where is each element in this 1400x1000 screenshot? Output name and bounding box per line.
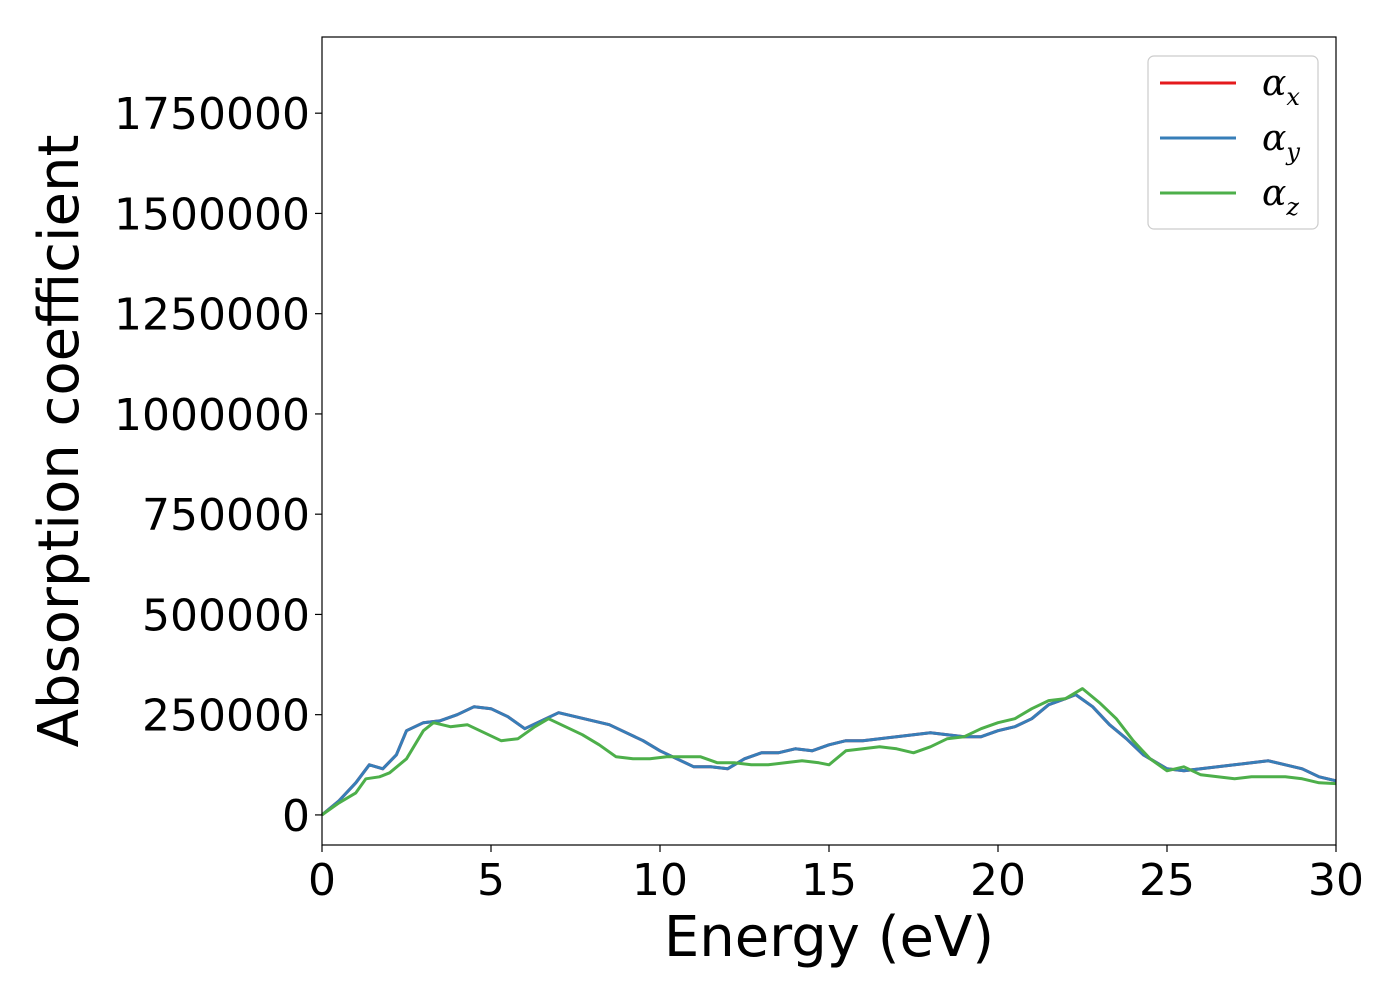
x-tick-label: 10 — [632, 855, 688, 906]
x-tick-label: 20 — [970, 855, 1026, 906]
series-line-z — [321, 687, 1337, 817]
series-layer — [321, 687, 1337, 817]
x-axis-title: Energy (eV) — [664, 905, 994, 970]
y-tick-label: 1750000 — [114, 89, 310, 140]
x-tick-label: 25 — [1139, 855, 1195, 906]
x-tick-label: 30 — [1308, 855, 1364, 906]
y-tick-label: 1500000 — [114, 189, 310, 240]
y-tick-label: 0 — [282, 791, 310, 842]
legend-box — [1147, 55, 1319, 230]
x-tick-label: 0 — [308, 855, 336, 906]
y-axis-ticks: 0 250000 500000 750000 1000000 1250000 1500000… — [114, 89, 322, 842]
x-tick-label: 15 — [801, 855, 857, 906]
x-tick-label: 5 — [477, 855, 505, 906]
y-tick-label: 1000000 — [114, 390, 310, 441]
series-line-x — [321, 693, 1337, 817]
x-axis-ticks: 0 5 10 15 20 25 30 — [308, 845, 1364, 906]
y-axis-title: Absorption coefficient — [27, 135, 92, 748]
y-tick-label: 500000 — [142, 590, 310, 641]
y-tick-label: 1250000 — [114, 290, 310, 341]
series-line-y — [321, 693, 1337, 817]
y-tick-label: 750000 — [142, 490, 310, 541]
y-tick-label: 250000 — [142, 691, 310, 742]
